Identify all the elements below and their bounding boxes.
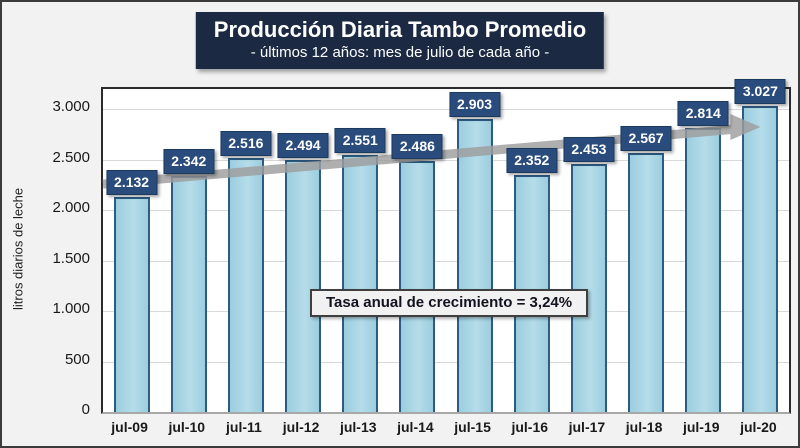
bar [742, 106, 779, 412]
bar-value-label: 2.903 [449, 91, 501, 117]
x-axis-label: jul-13 [339, 419, 377, 435]
y-axis-tick-label: 3.000 [52, 98, 90, 116]
growth-rate-annotation: Tasa anual de crecimiento = 3,24% [310, 289, 589, 317]
bar-value-label: 2.551 [334, 127, 386, 153]
chart-title-box: Producción Diaria Tambo Promedio - últim… [195, 12, 605, 69]
x-axis-label: jul-20 [740, 419, 777, 435]
x-axis-label: jul-10 [168, 419, 206, 435]
bar [285, 160, 322, 412]
bar-value-label: 3.027 [734, 79, 786, 105]
x-axis-label: jul-11 [226, 419, 262, 435]
x-axis-label: jul-17 [568, 419, 606, 435]
chart-subtitle: - últimos 12 años: mes de julio de cada … [250, 44, 550, 61]
bar [570, 164, 607, 412]
y-axis-tick-label: 500 [64, 350, 90, 368]
gridline [103, 210, 789, 212]
bar-value-label: 2.567 [620, 125, 672, 151]
bar [227, 158, 264, 412]
bar-value-label: 2.486 [391, 134, 443, 160]
bar [170, 175, 207, 412]
bar-value-label: 2.494 [277, 133, 329, 159]
bar-value-label: 2.516 [220, 131, 272, 157]
bar [342, 154, 379, 412]
bar-value-label: 2.342 [163, 148, 215, 174]
plot-area: 2.132 2.342 2.516 2.494 2.551 2.486 2.903 2.352… [101, 79, 791, 414]
y-axis-tick-label: 1.500 [52, 249, 90, 267]
y-axis-tick-label: 0 [81, 401, 90, 418]
x-axis-label: jul-19 [682, 419, 720, 435]
x-axis-label: jul-09 [111, 419, 148, 435]
y-axis-tick-label: 1.000 [52, 300, 90, 318]
y-axis-tick-label: 2.000 [52, 199, 90, 217]
bar [456, 118, 493, 412]
x-axis-label: jul-18 [625, 419, 663, 435]
bar [628, 152, 665, 412]
bar-value-label: 2.132 [106, 169, 158, 195]
gridline [103, 260, 789, 262]
gridline [103, 109, 789, 111]
x-axis-label: jul-15 [454, 419, 491, 435]
chart-title: Producción Diaria Tambo Promedio [213, 17, 587, 42]
bar [113, 196, 150, 412]
bar-value-label: 2.352 [506, 147, 558, 173]
bar [685, 127, 722, 412]
x-axis-label: jul-12 [282, 419, 320, 435]
bar-value-label: 2.814 [677, 100, 729, 126]
gridline [103, 361, 789, 363]
x-axis-label: jul-14 [397, 419, 434, 435]
y-axis-tick-label: 2.500 [52, 148, 90, 166]
x-axis-label: jul-16 [511, 419, 549, 435]
bar-value-label: 2.453 [563, 137, 615, 163]
bar [399, 161, 436, 412]
